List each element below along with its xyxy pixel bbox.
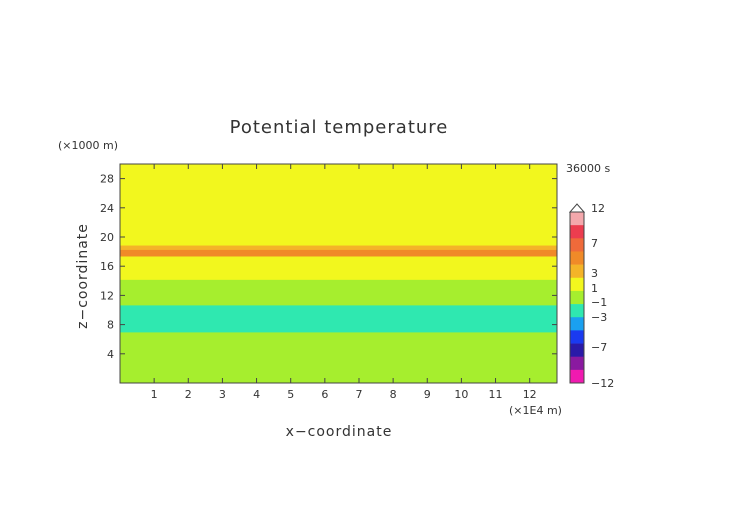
colorbar-label: 3 [591, 267, 598, 280]
colorbar-swatch [570, 290, 584, 305]
colorbar-label: −12 [591, 377, 614, 390]
colorbar-swatch [570, 369, 584, 384]
y-axis-title: z−coordinate [75, 223, 91, 329]
time-label: 36000 s [566, 162, 610, 175]
x-tick-label: 5 [287, 388, 294, 401]
colorbar-arrow [568, 203, 586, 213]
colorbar-swatch [570, 212, 584, 226]
y-axis-ticks: 4 8 12 16 20 24 28 [100, 173, 557, 361]
x-tick-label: 12 [523, 388, 537, 401]
y-tick-label: 8 [107, 319, 114, 332]
colorbar-swatch [570, 238, 584, 252]
colorbar-label: 1 [591, 282, 598, 295]
y-unit-label: (×1000 m) [58, 139, 118, 152]
contour-band-2 [120, 279, 557, 306]
x-tick-label: 10 [454, 388, 468, 401]
colorbar-label: 7 [591, 237, 598, 250]
colorbar-swatch [570, 225, 584, 239]
x-tick-label: 2 [185, 388, 192, 401]
contour-band-0 [120, 331, 557, 384]
colorbar-label: 12 [591, 202, 605, 215]
contour-band-6 [120, 164, 557, 246]
x-tick-label: 4 [253, 388, 260, 401]
colorbar-swatch [570, 317, 584, 331]
contour-band-4 [120, 249, 557, 257]
y-tick-label: 20 [100, 231, 114, 244]
colorbar-swatch [570, 304, 584, 318]
colorbar: 12 7 3 1−1 −3 −7 −12 [568, 202, 614, 390]
colorbar-frame [569, 211, 585, 384]
x-tick-label: 11 [489, 388, 503, 401]
x-unit-label: (×1E4 m) [509, 404, 562, 417]
contour-band-5 [120, 245, 557, 250]
colorbar-swatch [570, 251, 584, 265]
colorbar-label: −3 [591, 311, 607, 324]
contour-band-3 [120, 255, 557, 280]
x-tick-label: 9 [424, 388, 431, 401]
x-tick-label: 3 [219, 388, 226, 401]
x-axis-title: x−coordinate [286, 424, 393, 440]
colorbar-label: −1 [591, 296, 607, 309]
y-tick-label: 24 [100, 202, 114, 215]
x-tick-label: 1 [151, 388, 158, 401]
colorbar-swatch [570, 343, 584, 357]
y-tick-label: 12 [100, 289, 114, 302]
colorbar-swatch [570, 277, 584, 292]
colorbar-label: −7 [591, 341, 607, 354]
x-tick-label: 6 [321, 388, 328, 401]
colorbar-swatch [570, 330, 584, 344]
colorbar-swatch [570, 264, 584, 279]
x-tick-label: 8 [390, 388, 397, 401]
colorbar-swatch [570, 356, 584, 371]
y-tick-label: 28 [100, 173, 114, 186]
y-tick-label: 4 [107, 348, 114, 361]
chart-title: Potential temperature [230, 117, 449, 138]
contour-bands [120, 164, 557, 384]
y-tick-label: 16 [100, 260, 114, 273]
contour-band-1 [120, 304, 557, 333]
x-axis-ticks: 1 2 3 4 5 6 7 8 9 10 11 12 [151, 164, 537, 401]
plot-frame [119, 163, 558, 384]
x-tick-label: 7 [355, 388, 362, 401]
